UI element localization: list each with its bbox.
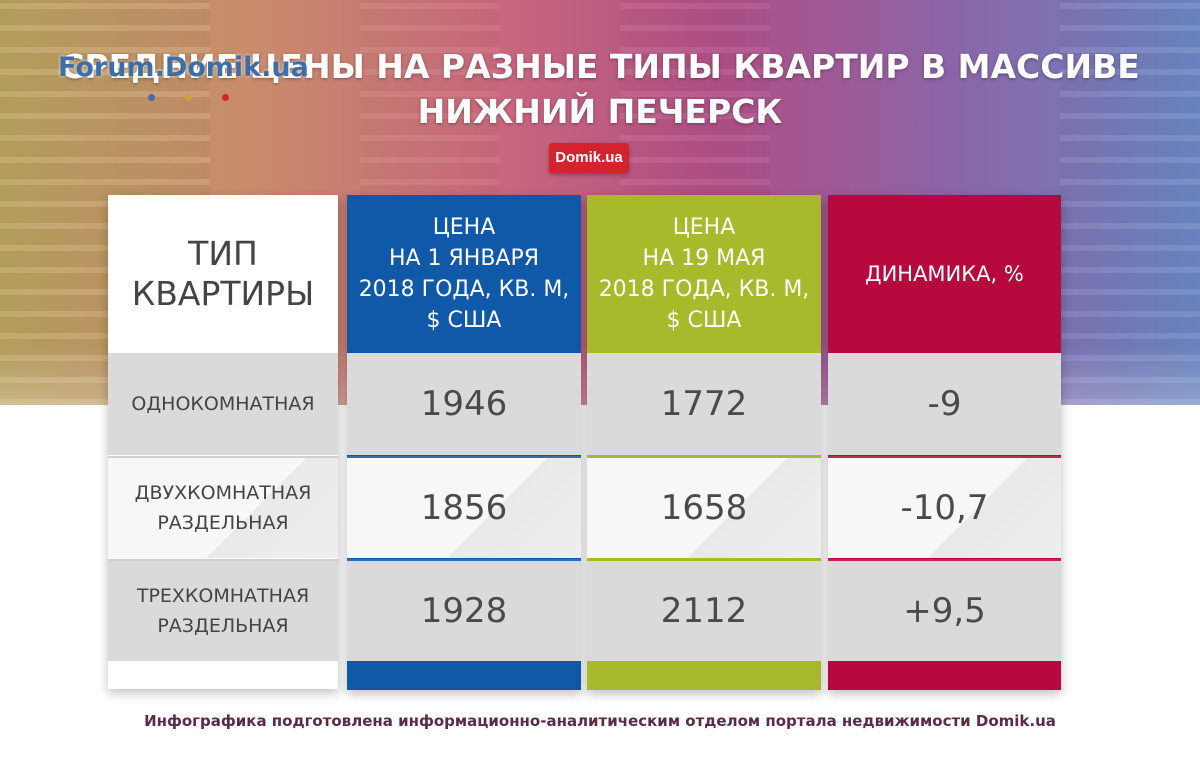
row-2-dyn-value: -10,7	[900, 488, 989, 528]
row-1-jan-value: 1946	[420, 384, 508, 424]
row-1-dynamics: -9	[828, 353, 1061, 455]
footer-credit: Инфографика подготовлена информационно-а…	[144, 712, 1056, 730]
header-jan-line-4: $ США	[426, 308, 502, 333]
header-may-line-4: $ США	[666, 308, 742, 333]
row-3-jan-value: 1928	[420, 591, 508, 631]
row-2-may-value: 1658	[660, 488, 748, 528]
logo-dots-icon	[148, 86, 259, 105]
row-2-jan-value: 1856	[420, 488, 508, 528]
header-may-line-2: НА 19 МАЯ	[642, 246, 766, 271]
row-1-type: ОДНОКОМНАТНАЯ	[108, 353, 338, 455]
header-may-line-1: ЦЕНА	[672, 215, 736, 240]
building-image-right	[1060, 0, 1200, 405]
header-jan-line-1: ЦЕНА	[432, 215, 496, 240]
title-line-1: СРЕДНИЕ ЦЕНЫ НА РАЗНЫЕ ТИПЫ КВАРТИР В МА…	[60, 47, 1140, 86]
row-1-price-jan: 1946	[347, 353, 581, 455]
row-3-type-line-1: ТРЕХКОМНАТНАЯ	[136, 585, 310, 607]
row-1-may-value: 1772	[660, 384, 748, 424]
page-title: СРЕДНИЕ ЦЕНЫ НА РАЗНЫЕ ТИПЫ КВАРТИР В МА…	[0, 44, 1200, 134]
forum-logo[interactable]: Forum.Domik.ua	[58, 52, 309, 83]
row-1-type-label: ОДНОКОМНАТНАЯ	[131, 393, 315, 415]
title-line-2: НИЖНИЙ ПЕЧЕРСК	[417, 92, 783, 131]
row-3-dyn-value: +9,5	[903, 591, 986, 631]
row-2-type: ДВУХКОМНАТНАЯ РАЗДЕЛЬНАЯ	[108, 456, 338, 558]
row-1-dyn-value: -9	[927, 384, 962, 424]
row-3-price-may: 2112	[587, 559, 821, 661]
row-3-price-jan: 1928	[347, 559, 581, 661]
row-3-type-line-2: РАЗДЕЛЬНАЯ	[157, 615, 289, 637]
row-2-price-jan: 1856	[347, 456, 581, 558]
header-dynamics: ДИНАМИКА, %	[828, 195, 1061, 353]
row-2-price-may: 1658	[587, 456, 821, 558]
row-2-dynamics: -10,7	[828, 456, 1061, 558]
header-jan-line-3: 2018 ГОДА, КВ. М,	[358, 277, 570, 302]
header-price-may: ЦЕНА НА 19 МАЯ 2018 ГОДА, КВ. М, $ США	[587, 195, 821, 353]
header-type-line-1: ТИП	[188, 234, 258, 273]
row-3-dynamics: +9,5	[828, 559, 1061, 661]
header-type: ТИП КВАРТИРЫ	[108, 195, 338, 353]
header-may-line-3: 2018 ГОДА, КВ. М,	[598, 277, 810, 302]
row-3-type: ТРЕХКОМНАТНАЯ РАЗДЕЛЬНАЯ	[108, 559, 338, 661]
row-2-type-line-1: ДВУХКОМНАТНАЯ	[134, 482, 312, 504]
row-3-may-value: 2112	[660, 591, 748, 631]
row-2-type-line-2: РАЗДЕЛЬНАЯ	[157, 512, 289, 534]
header-jan-line-2: НА 1 ЯНВАРЯ	[388, 246, 540, 271]
header-dynamics-label: ДИНАМИКА, %	[865, 261, 1024, 286]
row-1-price-may: 1772	[587, 353, 821, 455]
domik-badge[interactable]: Domik.ua	[549, 143, 629, 173]
header-price-jan: ЦЕНА НА 1 ЯНВАРЯ 2018 ГОДА, КВ. М, $ США	[347, 195, 581, 353]
header-type-line-2: КВАРТИРЫ	[131, 274, 315, 313]
